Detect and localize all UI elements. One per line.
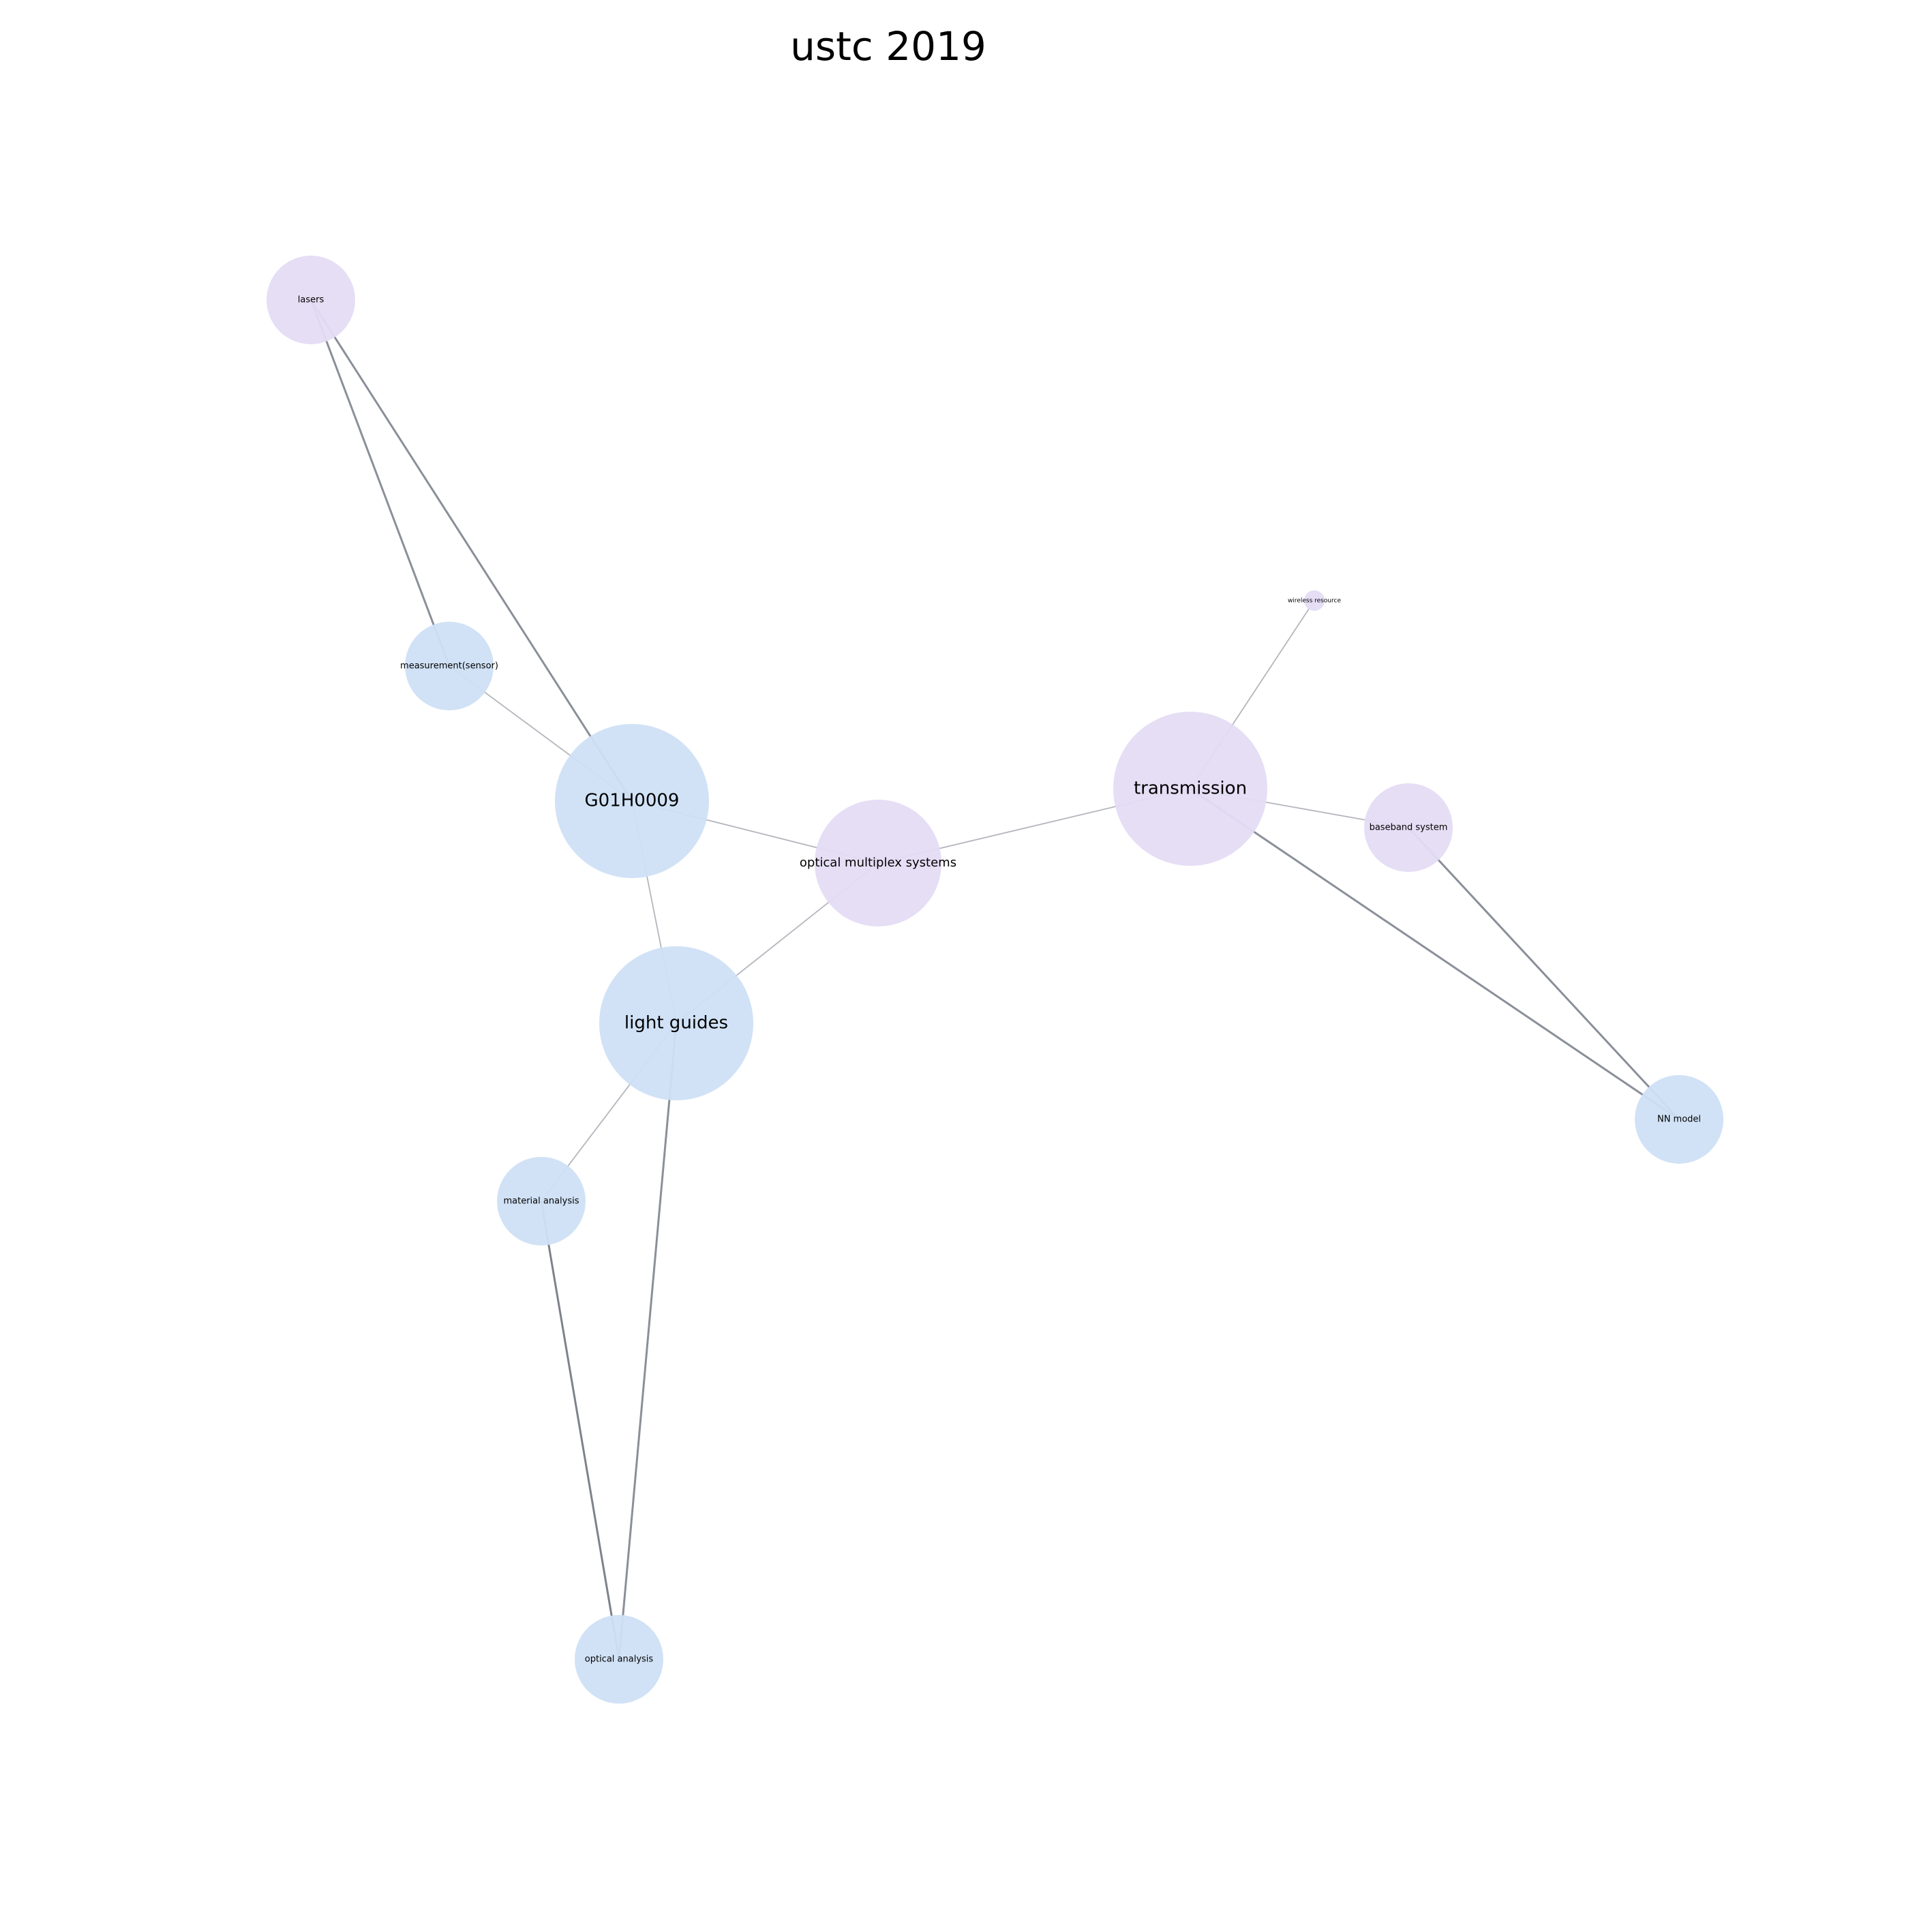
edge xyxy=(540,1201,620,1660)
node-label: baseband system xyxy=(1370,823,1448,833)
node xyxy=(599,946,753,1100)
node-label: optical multiplex systems xyxy=(800,856,956,870)
node xyxy=(405,622,494,710)
node-label: NN model xyxy=(1657,1115,1701,1125)
title: ustc 2019 xyxy=(790,23,986,70)
node xyxy=(1113,712,1267,866)
node xyxy=(497,1157,586,1246)
node xyxy=(267,256,355,344)
node-label: transmission xyxy=(1134,779,1247,799)
node xyxy=(575,1615,663,1704)
node xyxy=(1635,1075,1723,1164)
edge xyxy=(1190,787,1680,1121)
edge xyxy=(1407,826,1680,1121)
edge xyxy=(618,1023,678,1660)
node xyxy=(1364,783,1453,872)
nodes: lasers measurement(sensor) G01H0009 optical… xyxy=(267,256,1723,1704)
node-label: lasers xyxy=(298,295,324,305)
edge xyxy=(310,299,451,667)
node xyxy=(815,800,941,926)
node-label: optical analysis xyxy=(585,1655,654,1665)
node-label: measurement(sensor) xyxy=(400,661,498,671)
node-label: material analysis xyxy=(503,1196,579,1207)
node xyxy=(555,724,709,878)
node-label: light guides xyxy=(624,1013,728,1033)
node-label: wireless resource xyxy=(1288,598,1342,605)
edges xyxy=(310,299,1680,1660)
node xyxy=(1304,590,1325,611)
node-label: G01H0009 xyxy=(585,791,680,811)
edge xyxy=(310,299,633,802)
